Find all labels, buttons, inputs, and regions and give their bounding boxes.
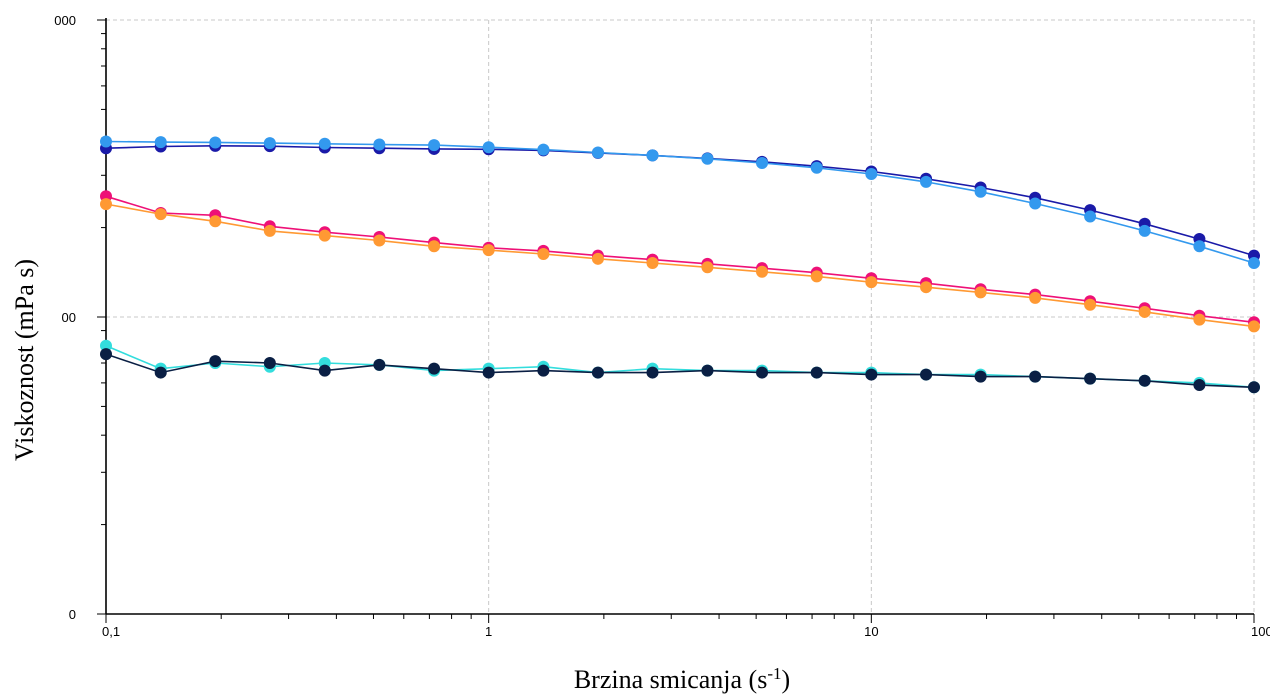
data-point	[318, 229, 331, 242]
data-point	[1138, 224, 1151, 237]
data-point	[591, 252, 604, 265]
data-point	[1084, 298, 1097, 311]
data-point	[100, 348, 112, 361]
data-point	[974, 185, 987, 198]
data-point	[865, 276, 878, 289]
data-point	[537, 247, 550, 260]
data-point	[1084, 372, 1097, 385]
data-point	[1248, 320, 1260, 333]
data-point	[482, 244, 495, 257]
data-point	[318, 364, 331, 377]
data-point	[537, 364, 550, 377]
grid-layer	[106, 19, 1255, 614]
y-tick-label: 0	[69, 607, 76, 622]
data-point	[537, 143, 550, 156]
data-point	[646, 256, 659, 269]
series-line	[105, 140, 1255, 264]
data-point	[318, 137, 331, 150]
data-point	[810, 366, 823, 379]
data-point	[1248, 381, 1260, 394]
data-point	[154, 366, 167, 379]
data-point	[263, 137, 276, 150]
data-point	[263, 357, 276, 370]
data-point	[920, 281, 933, 294]
data-point	[1193, 313, 1206, 326]
data-point	[100, 198, 112, 211]
data-point	[1138, 305, 1151, 318]
data-point	[428, 139, 441, 152]
series-line	[105, 144, 1255, 257]
data-point	[591, 366, 604, 379]
data-point	[756, 157, 769, 170]
data-point	[920, 368, 933, 381]
data-point	[209, 136, 222, 149]
x-tick-label: 100	[1251, 624, 1270, 639]
series-line	[105, 203, 1255, 328]
data-point	[1029, 197, 1042, 210]
series-4	[100, 198, 1260, 333]
data-point	[920, 175, 933, 188]
data-point	[810, 270, 823, 283]
data-point	[1029, 291, 1042, 304]
data-point	[428, 362, 441, 375]
data-point	[974, 370, 987, 383]
data-point	[1248, 256, 1260, 269]
data-point	[701, 261, 714, 274]
x-tick-label: 0,1	[102, 624, 120, 639]
y-axis-title: Viskoznost (mPa s)	[10, 259, 39, 461]
x-tick-label: 1	[485, 624, 492, 639]
data-point	[373, 358, 386, 371]
data-point	[591, 146, 604, 159]
data-point	[1193, 240, 1206, 253]
data-point	[1029, 370, 1042, 383]
data-point	[1138, 374, 1151, 387]
data-point	[373, 234, 386, 247]
data-point	[756, 366, 769, 379]
data-point	[810, 161, 823, 174]
series-6	[100, 348, 1260, 394]
x-axis-title: Brzina smicanja (s-1)	[574, 664, 790, 694]
data-point	[373, 138, 386, 151]
data-point	[209, 355, 222, 368]
data-point	[646, 149, 659, 162]
axes-layer	[105, 18, 1254, 615]
series-layer	[100, 135, 1260, 394]
data-point	[482, 366, 495, 379]
data-point	[100, 339, 112, 352]
series-line	[105, 195, 1255, 324]
data-point	[756, 265, 769, 278]
series-1	[100, 139, 1260, 262]
tick-marks	[97, 19, 1255, 623]
data-point	[100, 135, 112, 148]
data-point	[154, 208, 167, 221]
data-point	[1084, 210, 1097, 223]
y-tick-label: 000	[54, 13, 76, 28]
data-point	[209, 215, 222, 228]
y-tick-label: 00	[62, 310, 76, 325]
data-point	[263, 224, 276, 237]
data-point	[701, 152, 714, 165]
data-point	[428, 240, 441, 253]
series-2	[100, 135, 1260, 269]
data-point	[974, 286, 987, 299]
data-point	[865, 368, 878, 381]
data-point	[1193, 379, 1206, 392]
data-point	[482, 141, 495, 154]
data-point	[646, 366, 659, 379]
data-point	[701, 364, 714, 377]
series-line	[105, 353, 1255, 389]
series-line	[105, 345, 1255, 389]
x-tick-label: 10	[864, 624, 878, 639]
data-point	[865, 168, 878, 181]
data-point	[154, 136, 167, 149]
